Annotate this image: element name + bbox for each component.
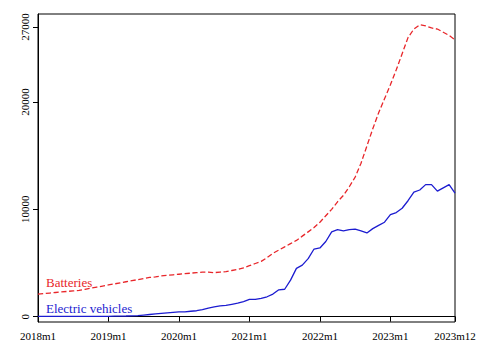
svg-text:2021m1: 2021m1 — [231, 330, 267, 342]
svg-text:2022m1: 2022m1 — [302, 330, 338, 342]
svg-text:27000: 27000 — [19, 13, 31, 41]
svg-text:2023m12: 2023m12 — [434, 330, 476, 342]
svg-text:0: 0 — [19, 313, 31, 319]
svg-text:2019m1: 2019m1 — [90, 330, 126, 342]
svg-text:20000: 20000 — [19, 88, 31, 116]
svg-text:2020m1: 2020m1 — [161, 330, 197, 342]
svg-text:10000: 10000 — [19, 195, 31, 223]
svg-text:2018m1: 2018m1 — [20, 330, 56, 342]
svg-text:Batteries: Batteries — [46, 275, 92, 290]
svg-text:Electric vehicles: Electric vehicles — [46, 301, 132, 316]
svg-text:2023m1: 2023m1 — [372, 330, 408, 342]
